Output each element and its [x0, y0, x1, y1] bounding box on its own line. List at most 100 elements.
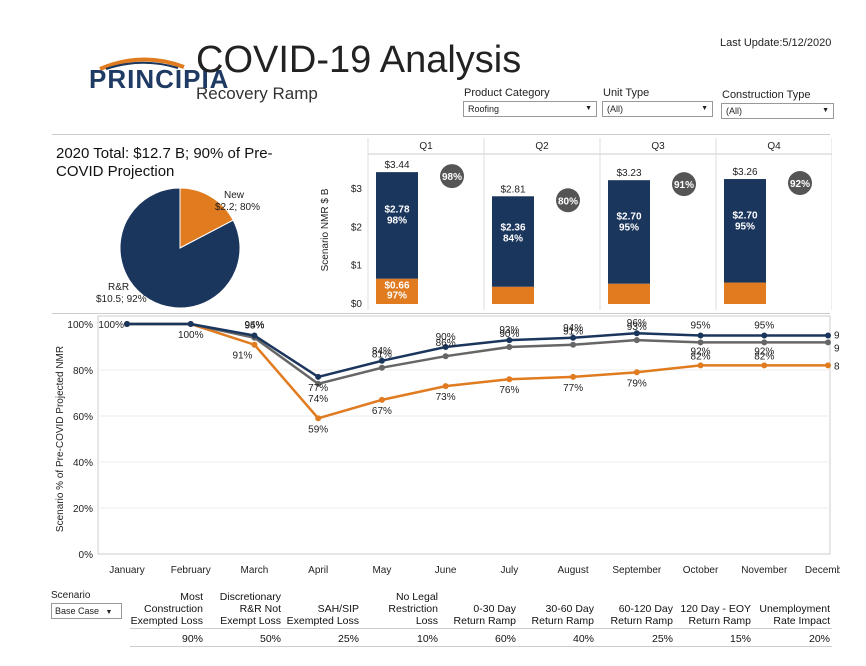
line-x-tick: January — [109, 565, 145, 576]
bar-rr — [376, 172, 418, 279]
line-data-label: 100% — [98, 320, 124, 331]
line-series-new — [127, 322, 828, 420]
line-x-tick: December — [805, 565, 840, 576]
assumption-label: Unemployment Rate Impact — [759, 603, 830, 627]
pie-label-new-value: $2.2; 80% — [214, 202, 260, 213]
bar-badge-label: 80% — [558, 196, 578, 207]
assumption-value: 50% — [259, 633, 281, 645]
scenario-select[interactable]: Base Case ▼ — [51, 603, 122, 619]
assumption-value: 15% — [729, 633, 751, 645]
line-plot-frame — [97, 315, 831, 555]
line-x-tick: August — [558, 565, 589, 576]
line-series-rr — [127, 322, 828, 379]
line-data-label: 86% — [436, 338, 456, 349]
bar-badge-label: 91% — [674, 180, 694, 191]
page-subtitle: Recovery Ramp — [196, 84, 318, 103]
line-point — [251, 341, 258, 348]
bar-rr-label: 84% — [503, 234, 523, 245]
quarterly-bar-chart: Scenario NMR $ B$0$1$2$3Q1$3.44$2.7898%$… — [320, 138, 832, 310]
assumption-label: Most Construction Exempted Loss — [130, 591, 203, 627]
bar-new — [492, 286, 534, 304]
line-point — [378, 357, 385, 364]
line-point — [697, 332, 704, 339]
product-category-select[interactable]: Roofing ▼ — [463, 101, 597, 117]
line-data-label: 74% — [308, 394, 328, 405]
line-y-tick: 80% — [73, 366, 93, 377]
line-point — [315, 373, 322, 380]
chevron-down-icon: ▼ — [822, 107, 829, 114]
bar-total-label: $3.44 — [384, 160, 409, 171]
line-point — [761, 339, 768, 346]
bar-y-tick: $0 — [351, 299, 363, 310]
chevron-down-icon: ▼ — [585, 105, 592, 112]
pie-slice-new — [179, 187, 234, 249]
bar-rr — [724, 179, 766, 283]
line-data-label: 100% — [178, 330, 204, 341]
bar-badge — [440, 164, 464, 189]
table-rule — [130, 628, 832, 629]
line-data-label: 92% — [754, 346, 774, 357]
unit-type-select[interactable]: (All) ▼ — [602, 101, 713, 117]
line-data-label: 93% — [499, 325, 519, 336]
line-point — [442, 383, 449, 390]
bar-total-label: $3.26 — [732, 167, 757, 178]
pie-label-new-name: New — [224, 190, 245, 201]
line-point — [570, 341, 577, 348]
line-point — [442, 344, 449, 350]
assumption-value: 90% — [181, 633, 203, 645]
line-y-tick: 40% — [73, 458, 93, 469]
line-data-label: 90% — [499, 329, 519, 340]
bar-y-tick: $3 — [351, 184, 363, 195]
line-data-label: 79% — [627, 378, 647, 389]
line-point — [570, 334, 577, 341]
logo: PRINCIPIA — [89, 64, 230, 94]
line-point — [315, 415, 322, 422]
line-data-label: 95% — [244, 321, 264, 332]
line-x-tick: May — [372, 565, 391, 576]
bar-rr-label: 95% — [735, 221, 755, 232]
line-data-label: 76% — [499, 385, 519, 396]
line-x-tick: November — [741, 565, 788, 576]
line-data-label: 59% — [308, 424, 328, 435]
line-y-tick: 60% — [73, 412, 93, 423]
assumption-value: 25% — [337, 633, 359, 645]
table-rule — [130, 646, 832, 647]
line-data-label: 94% — [563, 323, 583, 334]
line-point — [761, 332, 768, 339]
line-point — [697, 362, 704, 369]
bar-total-label: $3.23 — [616, 168, 641, 179]
line-data-label: 82% — [754, 351, 774, 362]
line-data-label: 90% — [436, 332, 456, 343]
line-x-tick: September — [612, 565, 662, 576]
pie-label-new: New $2.2; 80% — [208, 190, 260, 214]
line-point — [633, 369, 640, 376]
last-update: Last Update:5/12/2020 — [720, 37, 832, 49]
bar-badge — [556, 188, 580, 213]
pie-chart — [119, 187, 241, 309]
bar-new-label: $0.66 — [384, 281, 409, 292]
bar-rr-label: $2.78 — [384, 205, 409, 216]
line-x-tick: July — [500, 565, 518, 576]
line-point — [442, 353, 449, 360]
line-point — [825, 332, 831, 339]
line-point — [506, 337, 513, 344]
bar-badge-label: 92% — [790, 179, 810, 190]
pie-label-rr-name: R&R — [108, 282, 130, 293]
assumption-label: Discretionary R&R Not Exempt Loss — [219, 591, 281, 627]
line-data-label: 95% — [691, 321, 711, 332]
bar-rr — [492, 196, 534, 287]
line-data-label: 91% — [563, 327, 583, 338]
assumption-label: 30-60 Day Return Ramp — [531, 603, 594, 627]
line-point — [315, 380, 322, 387]
construction-type-select[interactable]: (All) ▼ — [721, 103, 834, 119]
assumption-value: 25% — [651, 633, 673, 645]
line-data-label: 67% — [372, 406, 392, 417]
top-panel-divider — [52, 313, 830, 314]
line-data-label: 84% — [372, 346, 392, 357]
line-point — [825, 339, 831, 346]
line-x-tick: February — [171, 565, 211, 576]
bar-badge-label: 98% — [442, 172, 462, 183]
line-series-total — [127, 322, 828, 386]
line-x-tick: March — [241, 565, 269, 576]
line-point — [378, 364, 385, 371]
